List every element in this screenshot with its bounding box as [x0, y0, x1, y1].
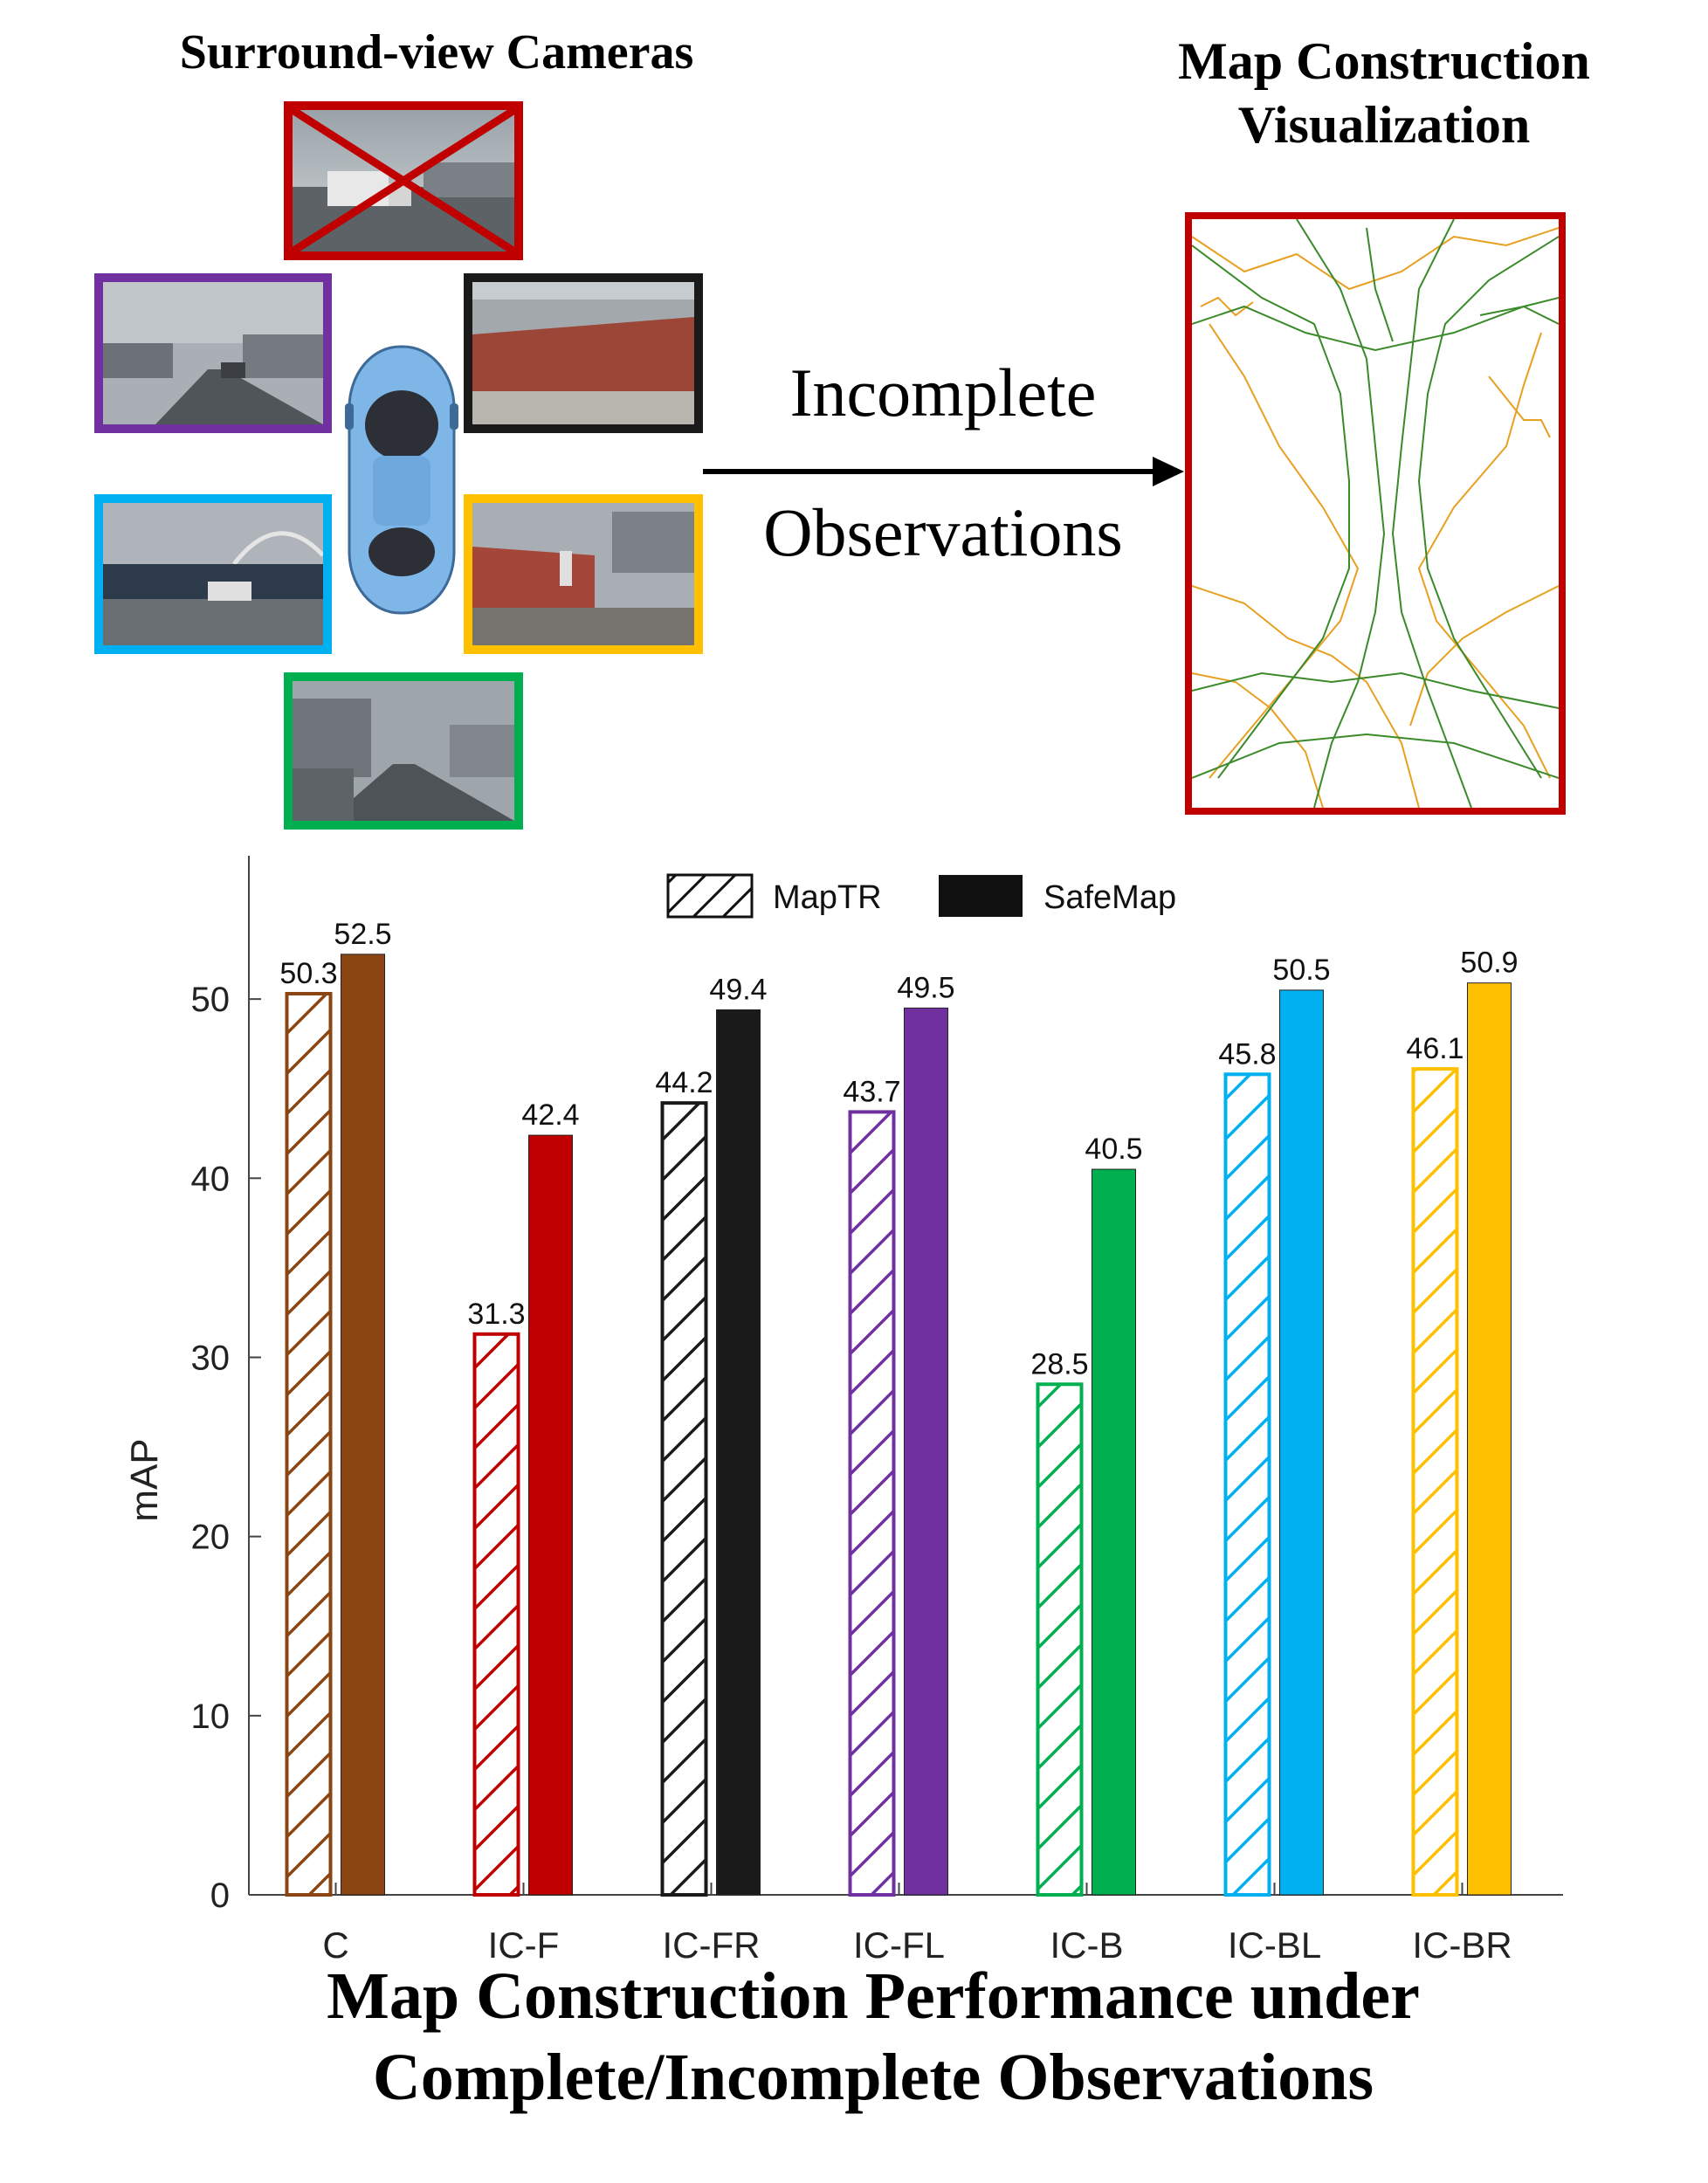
cameras-title: Surround-view Cameras: [179, 25, 694, 79]
x-tick-label: IC-F: [488, 1925, 560, 1965]
x-tick-label: IC-B: [1050, 1925, 1124, 1965]
bar-safemap-ic-bl: [1279, 989, 1324, 1896]
arrow-label-line1: Incomplete: [789, 355, 1097, 430]
bar-safemap-ic-fr: [716, 1009, 761, 1896]
data-label-maptr: 50.3: [279, 957, 337, 990]
bar-maptr-ic-fl: [848, 1110, 896, 1897]
data-label-safemap: 50.9: [1460, 947, 1518, 980]
data-label-safemap: 49.5: [897, 971, 954, 1004]
map-title-line2: Visualization: [1237, 96, 1531, 155]
data-label-safemap: 42.4: [521, 1098, 579, 1132]
x-tick-label: C: [322, 1925, 348, 1965]
camera-front-right-image: [472, 282, 694, 424]
bar-safemap-c: [341, 954, 385, 1896]
chart-bottom-title-line1: Map Construction Performance under: [327, 1959, 1420, 2033]
camera-back-right-image: [472, 503, 694, 645]
bar-safemap-ic-br: [1467, 982, 1512, 1896]
data-label-safemap: 40.5: [1085, 1133, 1142, 1166]
x-tick-label: IC-FR: [663, 1925, 761, 1965]
data-label-maptr: 28.5: [1030, 1347, 1088, 1381]
bar-maptr-ic-f: [472, 1332, 520, 1897]
map-visualization: [1185, 212, 1566, 815]
map-title-line1: Map Construction: [1178, 32, 1590, 90]
data-label-maptr: 44.2: [655, 1066, 713, 1099]
camera-front: [284, 101, 523, 260]
legend-swatch-maptr: [666, 873, 754, 919]
data-label-safemap: 52.5: [334, 918, 391, 951]
data-label-maptr: 31.3: [467, 1298, 525, 1331]
camera-front-right: [464, 273, 703, 433]
camera-front-left-image: [103, 282, 323, 424]
legend-swatch-safemap: [939, 875, 1023, 917]
camera-front-left: [94, 273, 332, 433]
data-label-maptr: 45.8: [1218, 1037, 1276, 1071]
camera-back-left-image: [103, 503, 323, 645]
y-tick-label: 40: [191, 1160, 231, 1198]
camera-front-image: [293, 110, 514, 251]
data-label-maptr: 46.1: [1406, 1032, 1464, 1065]
y-axis-label: mAP: [123, 1438, 166, 1521]
bar-safemap-ic-b: [1092, 1168, 1136, 1896]
legend-label-safemap: SafeMap: [1043, 879, 1176, 916]
x-tick-label: IC-FL: [853, 1925, 945, 1965]
chart-bottom-title-line2: Complete/Incomplete Observations: [372, 2040, 1374, 2114]
map-title: Map Construction Visualization: [1100, 30, 1668, 157]
bar-maptr-ic-fr: [660, 1101, 708, 1897]
bar-chart: 0 10 20 30 40 50 mAP C IC-F IC-FR IC-FL IC-B IC-BL IC…: [123, 856, 1563, 1965]
y-tick-label: 10: [191, 1698, 231, 1736]
bar-maptr-c: [285, 991, 333, 1897]
data-label-safemap: 50.5: [1272, 954, 1330, 987]
map-lines: [1192, 219, 1559, 808]
camera-back-left: [94, 494, 332, 654]
x-tick-label: IC-BR: [1412, 1925, 1512, 1965]
data-label-safemap: 49.4: [709, 973, 767, 1006]
arrow-icon: [703, 457, 1184, 486]
camera-back-right: [464, 494, 703, 654]
y-tick-label: 0: [210, 1877, 230, 1915]
arrow-label-line2: Observations: [763, 494, 1123, 570]
bar-maptr-ic-b: [1036, 1382, 1084, 1897]
camera-back: [284, 672, 523, 830]
y-tick-label: 50: [191, 981, 231, 1019]
bar-maptr-ic-bl: [1223, 1072, 1271, 1897]
data-label-maptr: 43.7: [843, 1075, 900, 1108]
legend-label-maptr: MapTR: [773, 879, 882, 916]
bar-safemap-ic-f: [528, 1134, 573, 1896]
x-tick-label: IC-BL: [1228, 1925, 1321, 1965]
y-tick-label: 20: [191, 1518, 231, 1557]
camera-back-image: [293, 681, 514, 821]
bar-safemap-ic-fl: [904, 1007, 948, 1896]
chart-bottom-title: Map Construction Performance under Compl…: [175, 1956, 1572, 2118]
bar-maptr-ic-br: [1411, 1067, 1459, 1897]
car-icon: [345, 345, 458, 615]
y-tick-label: 30: [191, 1339, 231, 1377]
